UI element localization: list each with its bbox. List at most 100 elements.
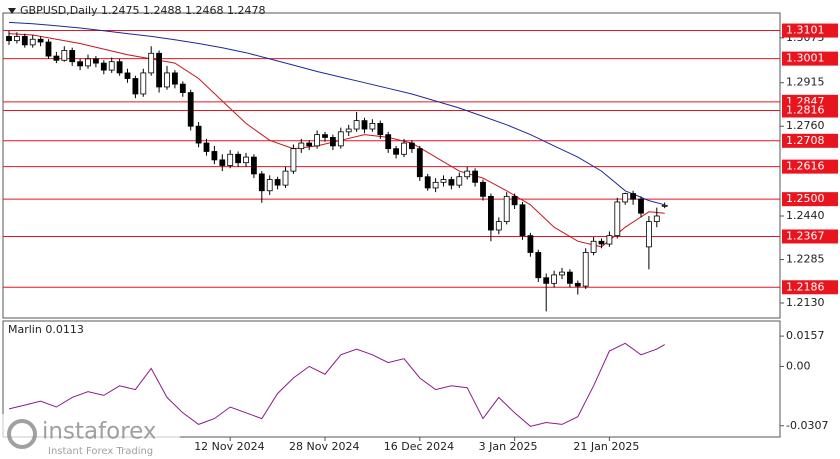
candle-body (614, 201, 621, 237)
candle-body (322, 134, 328, 138)
candle-body (37, 38, 44, 43)
level-tag (782, 159, 838, 174)
oscillator-line (8, 342, 665, 427)
candle-body (116, 61, 123, 74)
menu-triangle (8, 8, 16, 14)
y-tick-label: 1.2130 (786, 296, 825, 309)
candle-body (282, 170, 289, 186)
level-tag (782, 23, 838, 38)
candle-body (511, 195, 518, 206)
candle-body (274, 179, 281, 186)
candle-body (353, 120, 360, 130)
candle-body (179, 83, 186, 93)
candle-body (456, 176, 463, 186)
level-tag (782, 133, 838, 148)
level-label: 1.2616 (786, 160, 825, 173)
candle-body (13, 36, 20, 42)
x-tick-label: 16 Dec 2024 (384, 440, 454, 453)
candle-body (369, 123, 376, 130)
candle-body (227, 153, 234, 166)
watermark-logo (7, 419, 37, 449)
x-tick-label: 12 Nov 2024 (194, 440, 264, 453)
y-tick-label: 1.2285 (786, 252, 825, 265)
x-tick-label: 3 Jan 2025 (479, 440, 538, 453)
y-tick-label: 1.2760 (786, 119, 825, 132)
candle-body (551, 274, 557, 284)
level-tag (782, 229, 838, 244)
level-tag (782, 103, 838, 118)
candle-body (53, 55, 60, 61)
level-label: 1.2500 (786, 192, 825, 205)
candle-body (646, 221, 652, 248)
candle-body (535, 252, 542, 279)
candle-body (598, 240, 605, 245)
candle-body (187, 92, 194, 127)
candle-body (464, 170, 471, 178)
candle-body (424, 176, 431, 189)
candle-body (448, 179, 455, 186)
moving-average (8, 21, 665, 206)
candle-body (440, 179, 447, 183)
candle-body (219, 159, 226, 166)
candle-body (408, 142, 415, 150)
candle-body (337, 131, 344, 147)
candle-body (480, 181, 486, 197)
candle-body (503, 195, 510, 223)
candle-body (124, 72, 131, 79)
x-tick-label: 28 Nov 2024 (289, 440, 359, 453)
candle-body (148, 52, 155, 74)
candle-body (401, 142, 407, 155)
level-tag (782, 192, 838, 207)
candle-body (559, 271, 565, 276)
candle-body (606, 235, 613, 245)
candle-body (29, 38, 36, 46)
y-tick-label: 1.2440 (786, 209, 825, 222)
candle-body (622, 193, 629, 203)
candle-body (377, 123, 384, 136)
candle-body (140, 72, 147, 95)
candle-body (630, 193, 636, 200)
candle-body (85, 58, 91, 67)
candle-body (416, 148, 423, 178)
candle-body (211, 151, 218, 161)
price-panel (2, 12, 781, 319)
level-tag (782, 51, 838, 66)
candle-body (164, 72, 170, 88)
candle-body (108, 61, 115, 71)
candle-body (243, 156, 249, 164)
candle-body (171, 72, 178, 85)
candle-body (472, 170, 479, 183)
candle-body (393, 148, 400, 155)
candle-body (69, 50, 76, 63)
candle-body (290, 148, 297, 172)
candle-body (495, 221, 502, 231)
candle-body (6, 36, 12, 42)
candle-body (638, 198, 644, 214)
candle-body (487, 195, 494, 231)
candle-body (361, 120, 368, 130)
candle-body (653, 215, 660, 223)
candle-body (567, 271, 573, 284)
candle-body (345, 128, 352, 133)
candle-body (203, 142, 210, 152)
level-label: 1.3001 (786, 52, 825, 65)
candle-body (100, 62, 107, 71)
candle-body (543, 277, 550, 284)
oscillator-title: Marlin 0.0113 (8, 323, 84, 336)
level-label: 1.3101 (786, 24, 825, 37)
chart-title: GBPUSD,Daily 1.2475 1.2488 1.2468 1.2478 (20, 4, 265, 17)
x-tick-label: 21 Jan 2025 (573, 440, 639, 453)
level-label: 1.2708 (786, 134, 825, 147)
y-tick-label: 0.00 (786, 359, 811, 372)
level-label: 1.2367 (786, 229, 825, 242)
candle-body (306, 142, 313, 147)
watermark: instaforex Instant Forex Trading (0, 414, 180, 459)
candle-body (329, 137, 336, 147)
candle-body (258, 173, 265, 192)
candle-body (77, 61, 83, 67)
candle-body (661, 204, 668, 207)
candle-body (250, 156, 257, 175)
candle-body (235, 153, 242, 164)
candle-body (527, 235, 534, 253)
level-label: 1.2816 (786, 104, 825, 117)
